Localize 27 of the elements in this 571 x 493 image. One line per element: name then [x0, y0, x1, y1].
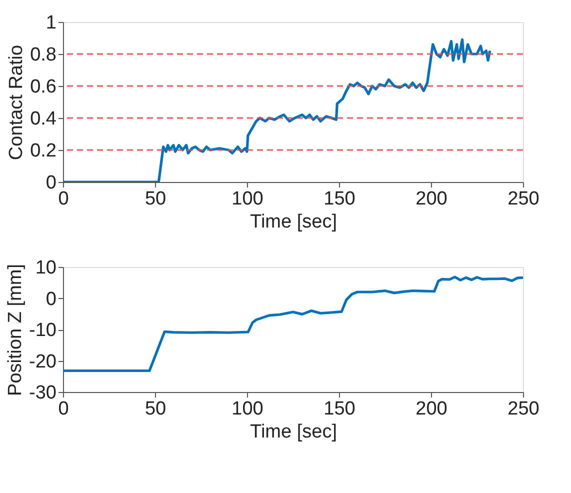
y-tick-label: -20	[29, 351, 56, 372]
x-axis-title: Time [sec]	[250, 422, 337, 442]
y-tick-label: 0.6	[30, 76, 56, 98]
x-tick-label: 200	[416, 188, 448, 210]
x-tick-label: 100	[232, 398, 264, 420]
x-tick-label: 200	[416, 398, 448, 420]
x-axis-title: Time [sec]	[250, 212, 337, 232]
y-tick-label: -10	[29, 320, 56, 341]
y-tick-label: -30	[29, 382, 56, 404]
line-series	[63, 38, 492, 182]
y-tick-label: 10	[35, 258, 56, 278]
y-tick-label: 0	[46, 288, 56, 310]
y-tick-label: 0.4	[30, 108, 57, 130]
x-tick-label: 150	[324, 398, 356, 420]
x-tick-label: 100	[232, 188, 264, 210]
x-tick-label: 150	[324, 188, 356, 210]
x-tick-label: 250	[508, 188, 540, 210]
x-tick-label: 50	[144, 398, 166, 420]
x-tick-label: 250	[508, 398, 540, 420]
y-axis-title: Position Z [mm]	[5, 264, 26, 396]
y-tick-label: 1	[46, 12, 56, 34]
y-tick-label: 0.8	[30, 44, 56, 66]
x-tick-label: 50	[144, 188, 166, 210]
y-tick-label: 0	[46, 172, 56, 194]
y-tick-label: 0.2	[30, 140, 56, 162]
line-series	[63, 276, 523, 372]
y-axis-title: Contact Ratio	[6, 44, 28, 160]
